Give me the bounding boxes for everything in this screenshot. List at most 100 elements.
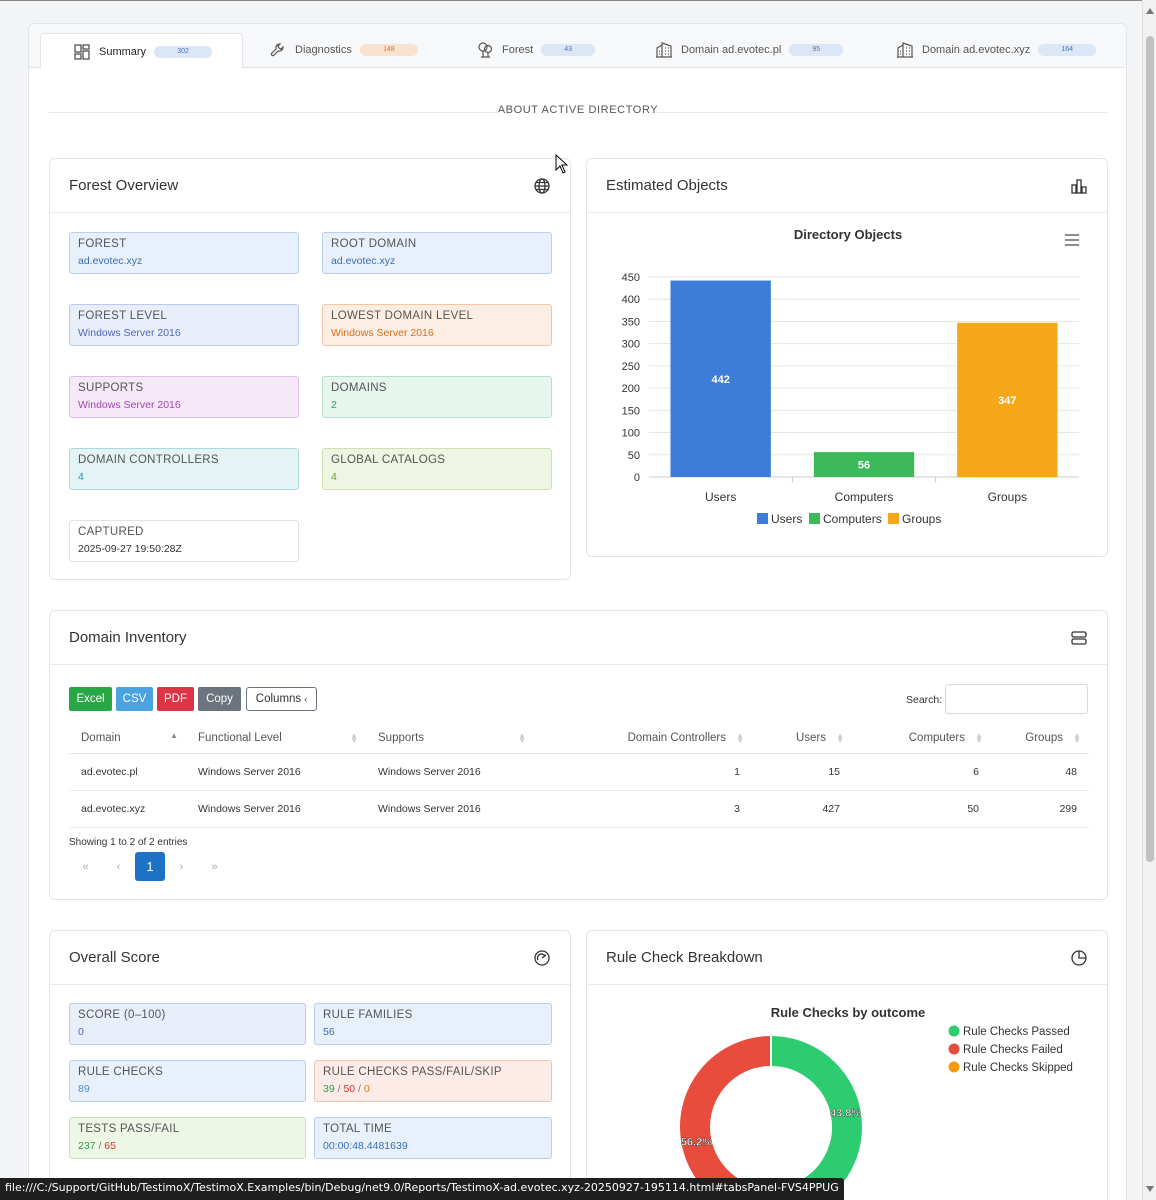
kv-root-domain: ROOT DOMAIN ad.evotec.xyz (322, 232, 552, 274)
hamburger-menu-icon[interactable] (1065, 233, 1081, 247)
y-tick-label: 150 (622, 405, 640, 417)
forest-overview-card: Forest Overview FOREST ad.evotec.xyz ROO… (49, 158, 571, 580)
tests-pass-count: 237 (78, 1140, 96, 1152)
kv-value: 00:00:48.4481639 (323, 1140, 408, 1152)
kv-rule-checks-pass-fail-skip: RULE CHECKS PASS/FAIL/SKIP 39 / 50 / 0 (314, 1060, 552, 1102)
kv-key: DOMAINS (331, 382, 387, 394)
column-header-users[interactable]: Users ▲ ▼ (752, 723, 852, 754)
excel-button[interactable]: Excel (69, 687, 112, 711)
column-header-domain-controllers[interactable]: Domain Controllers ▲ ▼ (534, 723, 752, 754)
gauge-icon (534, 949, 550, 966)
bar-groups (957, 322, 1058, 477)
kv-domain-controllers: DOMAIN CONTROLLERS 4 (69, 448, 299, 490)
donut-slice (770, 1033, 864, 1200)
tab-forest[interactable]: Forest 43 (476, 32, 596, 68)
sort-icon: ▲ ▼ (975, 731, 983, 745)
cell-groups: 48 (991, 753, 1089, 791)
cell-users: 15 (752, 753, 852, 791)
columns-button[interactable]: Columns ‹ (246, 687, 317, 711)
kv-key: TOTAL TIME (323, 1123, 393, 1135)
building-icon (897, 42, 913, 58)
kv-key: LOWEST DOMAIN LEVEL (331, 310, 474, 322)
pass-count: 39 (323, 1083, 335, 1095)
kv-value: 2025-09-27 19:50:28Z (78, 543, 182, 555)
legend-label: Groups (902, 512, 941, 526)
cell-functional-level: Windows Server 2016 (186, 790, 366, 828)
card-title: Estimated Objects (606, 177, 728, 194)
tab-diagnostics[interactable]: Diagnostics 148 (269, 32, 418, 68)
kv-value: 4 (331, 471, 337, 483)
dashboard-icon (74, 43, 90, 60)
legend-label: Rule Checks Skipped (963, 1062, 1073, 1074)
kv-supports: SUPPORTS Windows Server 2016 (69, 376, 299, 418)
scrollbar-thumb[interactable] (1146, 36, 1154, 862)
kv-value: Windows Server 2016 (78, 327, 181, 339)
cell-supports: Windows Server 2016 (366, 790, 534, 828)
slice-label: 43.8% (830, 1107, 861, 1119)
server-icon (1071, 630, 1087, 645)
kv-key: CAPTURED (78, 526, 144, 538)
tab-label: Domain ad.evotec.pl (681, 44, 782, 56)
copy-button[interactable]: Copy (198, 687, 241, 711)
kv-score: SCORE (0–100) 0 (69, 1003, 306, 1045)
column-header-computers[interactable]: Computers ▲ ▼ (852, 723, 991, 754)
first-page-button[interactable]: « (82, 860, 89, 873)
directory-objects-chart: Directory Objects 0 50 100 150 200 250 300 350 4… (622, 227, 1081, 526)
tab-count-badge: 95 (789, 44, 844, 56)
column-header-groups[interactable]: Groups ▲ ▼ (991, 723, 1089, 754)
cell-domain: ad.evotec.pl (69, 753, 186, 791)
csv-button[interactable]: CSV (116, 687, 153, 711)
search-input[interactable] (945, 684, 1088, 714)
tab-domain-ad-evotec-xyz[interactable]: Domain ad.evotec.xyz 164 (896, 32, 1097, 68)
legend-swatch (888, 513, 899, 524)
x-tick-label: Users (705, 490, 736, 504)
vertical-scrollbar[interactable] (1142, 0, 1156, 1200)
tab-count-badge: 302 (154, 45, 213, 58)
column-header-domain[interactable]: Domain ▲ (69, 723, 186, 754)
kv-value: 0 (78, 1026, 84, 1038)
y-tick-label: 100 (622, 428, 640, 440)
tab-count-badge: 43 (541, 44, 596, 56)
legend-swatch (757, 513, 768, 524)
slice-label: 56.2% (681, 1137, 712, 1149)
tree-icon (478, 42, 493, 58)
prev-page-button[interactable]: ‹ (116, 860, 121, 873)
card-title: Rule Check Breakdown (606, 949, 763, 966)
fail-count: 50 (343, 1083, 356, 1095)
page-1-button[interactable]: 1 (135, 852, 165, 881)
y-tick-label: 250 (622, 361, 640, 373)
card-title: Overall Score (69, 949, 160, 966)
building-icon (656, 42, 672, 58)
kv-captured: CAPTURED 2025-09-27 19:50:28Z (69, 520, 299, 562)
card-title: Domain Inventory (69, 629, 187, 646)
kv-key: RULE CHECKS (78, 1066, 164, 1078)
domain-table: Domain ▲ Functional Level ▲ ▼ Supports ▲ ▼ Do… (69, 723, 1089, 828)
tab-domain-ad-evotec-pl[interactable]: Domain ad.evotec.pl 95 (655, 32, 844, 68)
skip-count: 0 (363, 1083, 370, 1095)
sort-icon: ▲ ▼ (350, 731, 358, 745)
legend-label: Rule Checks Failed (963, 1044, 1063, 1056)
mouse-cursor-icon (555, 154, 569, 174)
bar-users (670, 280, 771, 477)
kv-value: 89 (78, 1083, 90, 1095)
kv-rule-families: RULE FAMILIES 56 (314, 1003, 552, 1045)
kv-value: Windows Server 2016 (331, 327, 434, 339)
tab-summary[interactable]: Summary 302 (40, 33, 244, 69)
column-header-functional-level[interactable]: Functional Level ▲ ▼ (186, 723, 366, 754)
column-header-supports[interactable]: Supports ▲ ▼ (366, 723, 534, 754)
pie-chart-icon (1071, 949, 1087, 966)
scroll-down-icon[interactable] (1146, 1186, 1154, 1192)
estimated-objects-card: Estimated Objects Directory Objects 0 50 1… (586, 158, 1108, 557)
last-page-button[interactable]: » (211, 860, 218, 873)
scroll-up-icon[interactable] (1146, 8, 1154, 14)
kv-value: 4 (78, 471, 84, 483)
x-tick-label: Computers (835, 490, 894, 504)
rule-check-breakdown-card: Rule Check Breakdown Rule Checks by outc… (586, 930, 1108, 1200)
cell-domain: ad.evotec.xyz (69, 790, 186, 828)
table-row: ad.evotec.pl Windows Server 2016 Windows… (69, 753, 1089, 791)
next-page-button[interactable]: › (179, 860, 184, 873)
table-row: ad.evotec.xyz Windows Server 2016 Window… (69, 790, 1089, 828)
legend-swatch (948, 1061, 960, 1073)
card-title: Forest Overview (69, 177, 179, 194)
pdf-button[interactable]: PDF (157, 687, 194, 711)
